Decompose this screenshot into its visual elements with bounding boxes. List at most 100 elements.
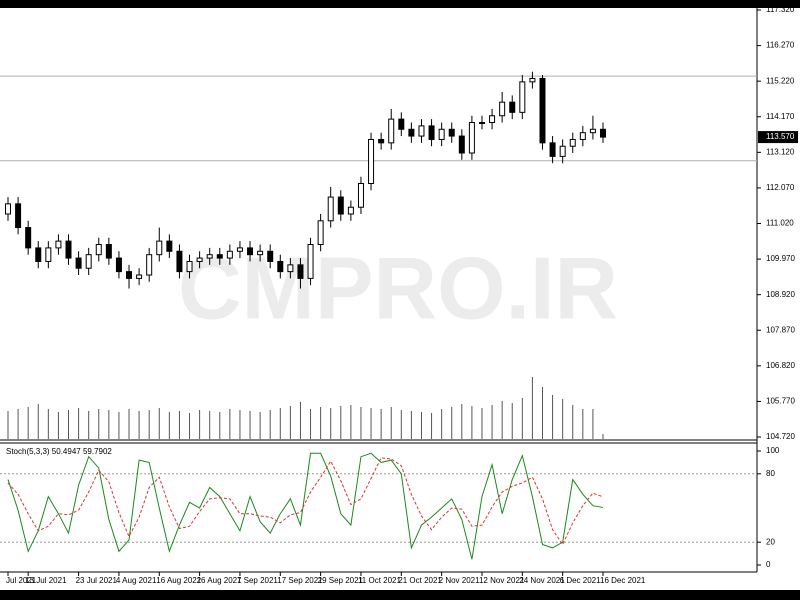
y-tick-label: 116.270 — [766, 41, 795, 50]
candle-body — [388, 118, 395, 144]
candle-body — [478, 122, 485, 125]
candle-body — [549, 142, 556, 157]
candle-body — [307, 244, 314, 279]
y-tick-label: 109.970 — [766, 254, 795, 263]
candle-body — [458, 135, 465, 154]
x-tick-label: 11 Oct 2021 — [358, 576, 402, 585]
x-tick-label: 7 Sep 2021 — [237, 576, 278, 585]
y-tick-label: 117.320 — [766, 5, 795, 14]
candle-body — [105, 244, 112, 259]
candle-body — [569, 138, 576, 147]
candle-body — [206, 254, 213, 259]
last-price-box — [758, 131, 798, 144]
x-tick-label: 13 Jul 2021 — [25, 576, 67, 585]
y-tick-label: 111.020 — [766, 219, 794, 228]
candle-body — [600, 128, 606, 138]
candle-body — [95, 244, 102, 256]
candle-body — [468, 122, 475, 154]
candle-body — [186, 260, 193, 273]
indicator-line — [7, 452, 604, 560]
x-tick-label: 26 Aug 2021 — [197, 576, 242, 585]
candle-body — [277, 260, 284, 273]
watermark: CMPRO.IR — [178, 238, 618, 337]
candle-body — [247, 247, 254, 256]
candle-body — [176, 250, 183, 273]
candle-body — [45, 247, 52, 262]
y-tick-label: 104.720 — [766, 432, 795, 441]
y-tick-label: 80 — [766, 469, 775, 478]
y-tick-label: 114.170 — [766, 112, 795, 121]
candle-body — [156, 240, 163, 256]
x-tick-label: 16 Dec 2021 — [600, 576, 646, 585]
y-tick-label: 105.770 — [766, 397, 795, 406]
candle-body — [448, 128, 455, 137]
candle-body — [347, 206, 354, 215]
candle-body — [216, 254, 223, 259]
x-tick-label: 29 Sep 2021 — [318, 576, 364, 585]
x-tick-label: 2 Nov 2021 — [439, 576, 480, 585]
candle-body — [418, 125, 425, 137]
y-tick-label: 0 — [766, 560, 771, 569]
y-tick-label: 108.920 — [766, 290, 795, 299]
candle-body — [236, 247, 243, 252]
candle-body — [226, 250, 233, 259]
candle-body — [428, 125, 435, 140]
candle-body — [136, 274, 143, 279]
y-tick-label: 112.070 — [766, 183, 795, 192]
candle-body — [196, 257, 203, 262]
candle-body — [75, 257, 82, 269]
candle-body — [509, 101, 516, 113]
candle-body — [327, 196, 334, 222]
candle-body — [25, 227, 32, 249]
y-tick-label: 115.220 — [766, 76, 795, 85]
candle-body — [357, 183, 364, 208]
x-tick-label: 6 Dec 2021 — [560, 576, 601, 585]
candle-body — [529, 77, 536, 83]
candle-body — [438, 128, 445, 140]
candle-body — [146, 254, 153, 276]
x-tick-label: 12 Nov 2021 — [479, 576, 525, 585]
indicator-line — [7, 457, 604, 546]
candle-body — [489, 115, 496, 124]
indicator-label: Stoch(5,3,3) 50.4947 59.7902 — [6, 447, 112, 456]
candle-body — [65, 240, 72, 259]
candle-body — [257, 250, 264, 256]
x-tick-label: 23 Jul 2021 — [76, 576, 118, 585]
candle-body — [297, 264, 304, 279]
candle-body — [115, 257, 122, 273]
candle-body — [5, 203, 11, 215]
candle-body — [408, 128, 415, 137]
candle-body — [378, 138, 385, 144]
candle-body — [559, 145, 566, 157]
y-tick-label: 113.120 — [766, 147, 795, 156]
background — [0, 8, 800, 590]
candle-body — [85, 254, 92, 269]
candle-body — [126, 271, 133, 279]
candle-body — [287, 264, 294, 273]
x-tick-label: 4 Aug 2021 — [116, 576, 157, 585]
candle-body — [499, 101, 506, 117]
candle-body — [267, 250, 274, 262]
x-tick-label: Jul 2021 — [6, 576, 37, 585]
candle-body — [579, 132, 586, 140]
last-price-label: 113.570 — [766, 132, 795, 141]
y-tick-label: 107.870 — [766, 325, 795, 334]
candle-body — [368, 138, 375, 185]
candle-body — [55, 240, 62, 249]
candle-body — [166, 240, 173, 252]
x-tick-label: 21 Oct 2021 — [398, 576, 442, 585]
candle-body — [15, 203, 22, 229]
candle-body — [519, 81, 526, 113]
y-tick-label: 100 — [766, 446, 780, 455]
candle-body — [317, 220, 324, 246]
y-tick-label: 20 — [766, 537, 775, 546]
candle-body — [539, 77, 546, 144]
x-tick-label: 16 Aug 2021 — [156, 576, 201, 585]
candle-body — [398, 118, 405, 130]
x-tick-label: 24 Nov 2021 — [519, 576, 565, 585]
candle-body — [35, 247, 42, 262]
candle-body — [589, 128, 596, 134]
y-tick-label: 106.820 — [766, 361, 795, 370]
